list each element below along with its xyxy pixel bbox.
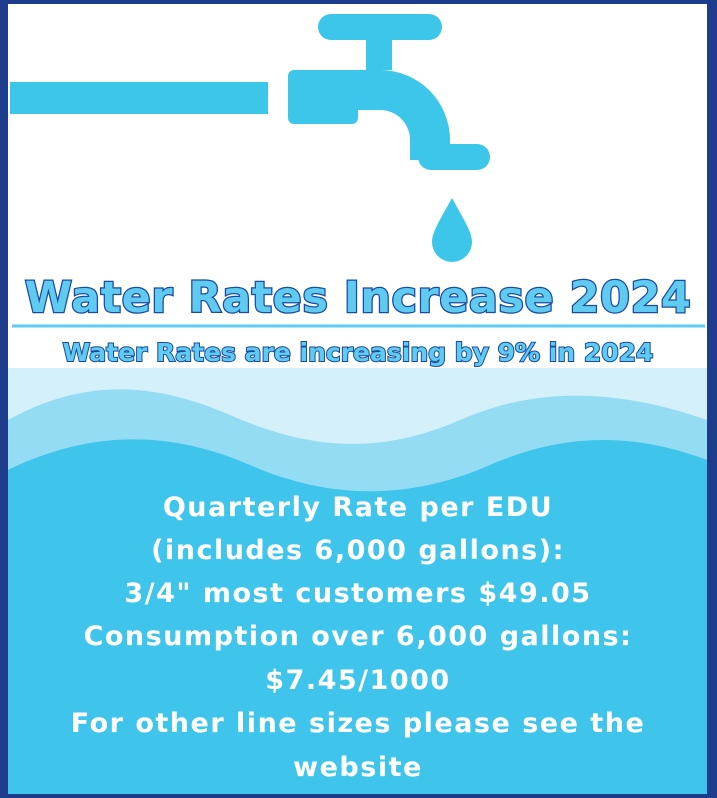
infographic: Water Rates Increase 2024 Water Rates ar… bbox=[0, 0, 717, 798]
body-line: website bbox=[293, 752, 423, 783]
title: Water Rates Increase 2024 bbox=[25, 273, 692, 323]
body-line: (includes 6,000 gallons): bbox=[151, 535, 565, 566]
body-line: 3/4" most customers $49.05 bbox=[124, 578, 591, 609]
body-line: Quarterly Rate per EDU bbox=[163, 492, 553, 523]
page: Water Rates Increase 2024 Water Rates ar… bbox=[0, 0, 717, 798]
body-line: For other line sizes please see the bbox=[71, 708, 646, 739]
subtitle: Water Rates are increasing by 9% in 2024 bbox=[63, 338, 654, 367]
body-line: Consumption over 6,000 gallons: bbox=[84, 621, 633, 652]
body-line: $7.45/1000 bbox=[265, 665, 450, 696]
